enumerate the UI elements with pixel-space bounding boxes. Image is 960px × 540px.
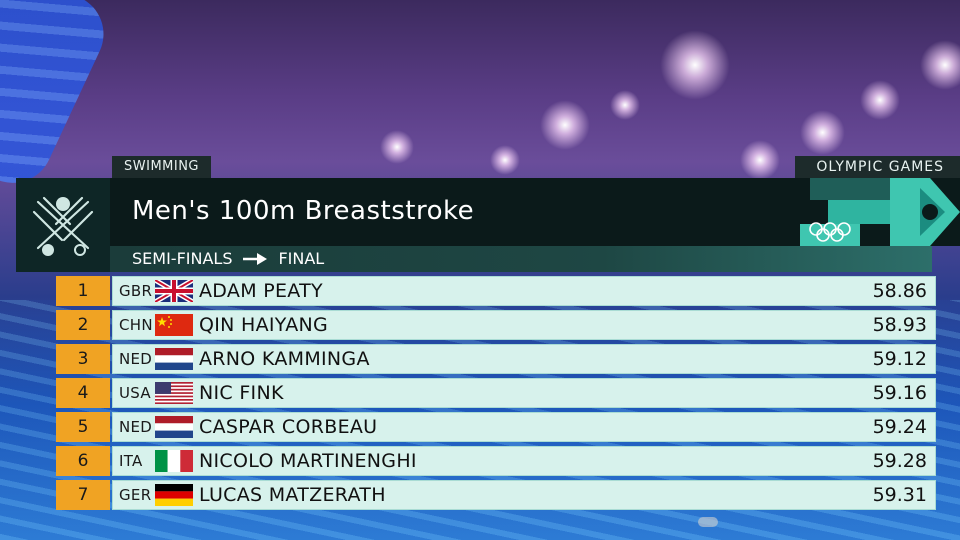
- usa-flag-icon: [155, 382, 193, 404]
- rank: 5: [56, 412, 110, 442]
- ger-flag-icon: [155, 484, 193, 506]
- athlete-name: ARNO KAMMINGA: [199, 348, 370, 370]
- result-time: 59.16: [872, 382, 927, 404]
- games-art-pattern: [800, 178, 960, 246]
- ned-flag-icon: [155, 348, 193, 370]
- result-row: 7 GER LUCAS MATZERATH 59.31: [56, 480, 936, 510]
- result-row: 1 GBR ADAM PEATY 58.86: [56, 276, 936, 306]
- result-time: 59.24: [872, 416, 927, 438]
- country-code: ITA: [119, 452, 143, 470]
- stadium-light: [490, 145, 520, 175]
- rank: 6: [56, 446, 110, 476]
- athlete-name: ADAM PEATY: [199, 280, 323, 302]
- breaststroke-swimmer-icon: [32, 196, 94, 256]
- result-time: 58.93: [872, 314, 927, 336]
- round-from: SEMI-FINALS: [132, 249, 233, 268]
- event-title: Men's 100m Breaststroke: [132, 196, 475, 226]
- rank: 4: [56, 378, 110, 408]
- ita-flag-icon: [155, 450, 193, 472]
- athlete-name: LUCAS MATZERATH: [199, 484, 386, 506]
- rank: 2: [56, 310, 110, 340]
- stadium-light: [740, 140, 780, 180]
- games-tag: OLYMPIC GAMES: [795, 156, 960, 178]
- result-time: 59.12: [872, 348, 927, 370]
- ned-flag-icon: [155, 416, 193, 438]
- event-icon-box: [16, 178, 110, 272]
- result-row: 5 NED CASPAR CORBEAU 59.24: [56, 412, 936, 442]
- stadium-light: [610, 90, 640, 120]
- stadium-light: [660, 30, 730, 100]
- round-to: FINAL: [278, 249, 325, 268]
- result-body: GBR ADAM PEATY 58.86: [112, 276, 936, 306]
- results-list: 1 GBR ADAM PEATY 58.86 2 CHN: [56, 276, 936, 514]
- country-code: CHN: [119, 316, 153, 334]
- country-code: NED: [119, 350, 153, 368]
- gbr-flag-icon: [155, 280, 193, 302]
- result-body: GER LUCAS MATZERATH 59.31: [112, 480, 936, 510]
- sport-tag: SWIMMING: [112, 156, 212, 178]
- result-body: NED ARNO KAMMINGA 59.12: [112, 344, 936, 374]
- country-code: GBR: [119, 282, 153, 300]
- result-body: CHN QIN HAIYANG 58.93: [112, 310, 936, 340]
- result-body: ITA NICOLO MARTINENGHI 59.28: [112, 446, 936, 476]
- country-code: GER: [119, 486, 152, 504]
- round-bar: SEMI-FINALS FINAL: [110, 246, 932, 272]
- stadium-light: [860, 80, 900, 120]
- result-row: 4 USA NIC FINK 59.16: [56, 378, 936, 408]
- athlete-name: NIC FINK: [199, 382, 284, 404]
- event-banner: Men's 100m Breaststroke: [110, 178, 960, 246]
- result-time: 58.86: [872, 280, 927, 302]
- arrow-right-icon: [243, 253, 268, 265]
- chn-flag-icon: [155, 314, 193, 336]
- athlete-name: QIN HAIYANG: [199, 314, 329, 336]
- result-body: USA NIC FINK 59.16: [112, 378, 936, 408]
- result-row: 3 NED ARNO KAMMINGA 59.12: [56, 344, 936, 374]
- country-code: NED: [119, 418, 153, 436]
- broadcast-watermark: [698, 517, 718, 527]
- result-row: 2 CHN QIN HAIYANG 58.93: [56, 310, 936, 340]
- stadium-light: [800, 110, 845, 155]
- rank: 7: [56, 480, 110, 510]
- result-body: NED CASPAR CORBEAU 59.24: [112, 412, 936, 442]
- result-time: 59.28: [872, 450, 927, 472]
- rank: 3: [56, 344, 110, 374]
- lane-rope: [0, 0, 117, 196]
- result-time: 59.31: [872, 484, 927, 506]
- result-row: 6 ITA NICOLO MARTINENGHI 59.28: [56, 446, 936, 476]
- athlete-name: CASPAR CORBEAU: [199, 416, 378, 438]
- athlete-name: NICOLO MARTINENGHI: [199, 450, 417, 472]
- rank: 1: [56, 276, 110, 306]
- stadium-light: [540, 100, 590, 150]
- stadium-light: [920, 40, 960, 90]
- stadium-light: [380, 130, 414, 164]
- country-code: USA: [119, 384, 151, 402]
- olympic-rings-icon: [809, 222, 851, 242]
